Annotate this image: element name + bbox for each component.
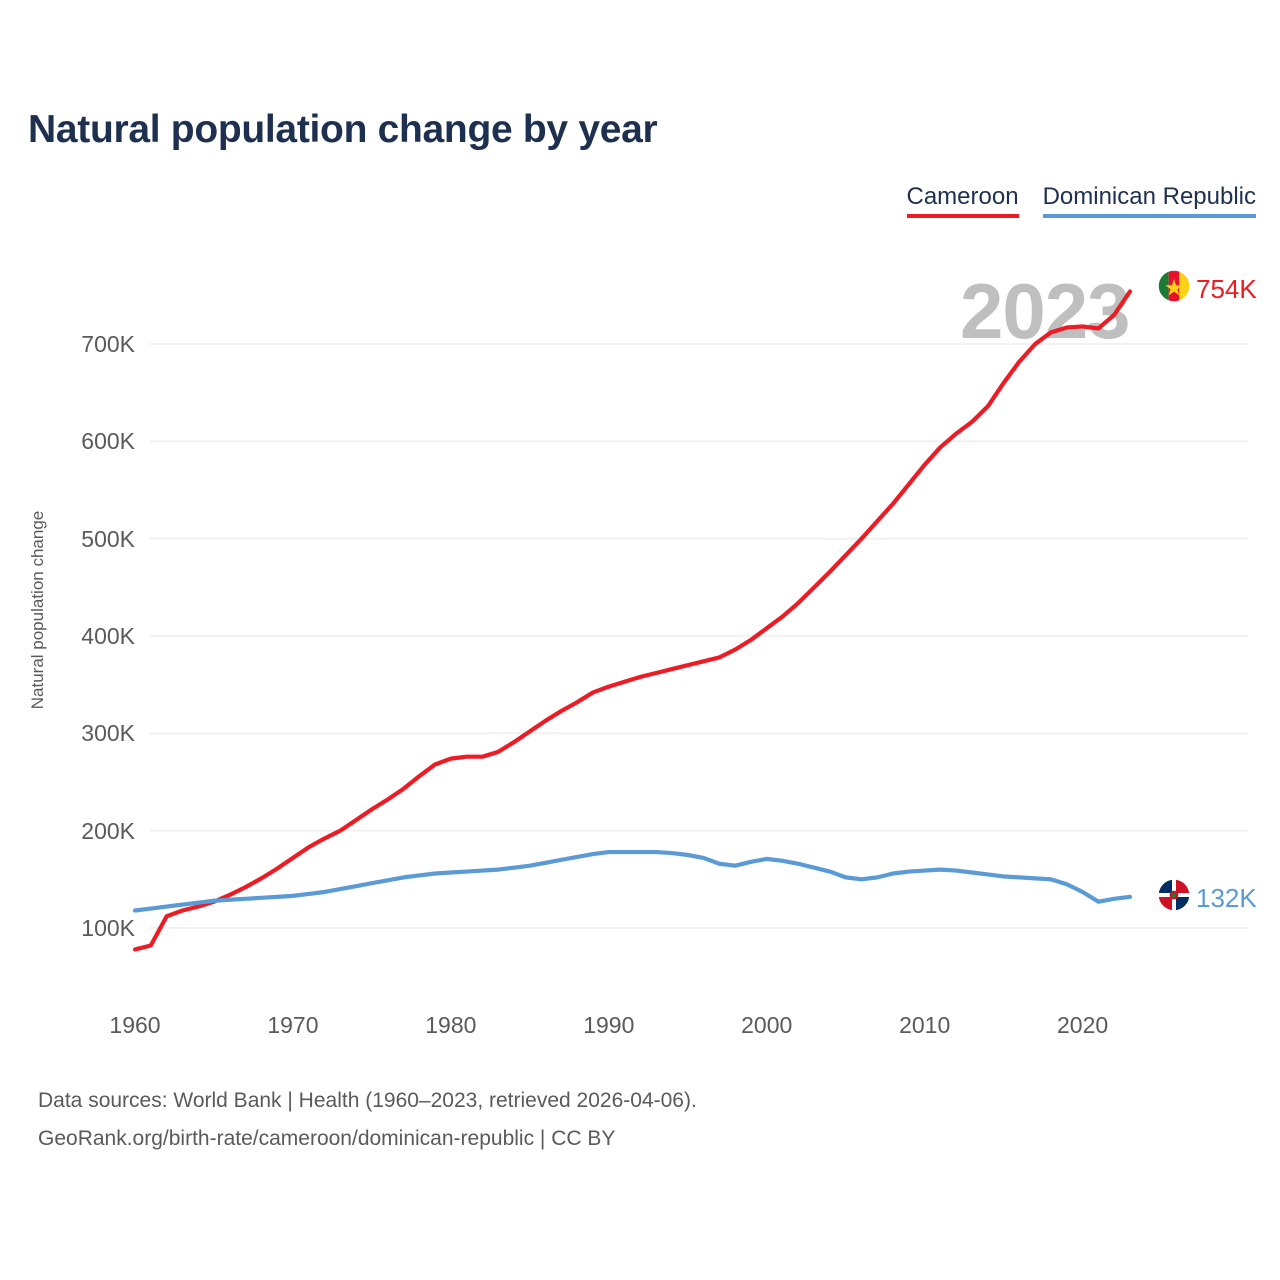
series-line-dominican-republic [132,849,1133,913]
x-tick-label: 1980 [425,1012,477,1038]
y-tick-label: 200K [81,817,135,844]
chart-legend: Cameroon Dominican Republic [906,183,1256,218]
x-tick-label: 2000 [741,1012,793,1038]
footer-attribution: Data sources: World Bank | Health (1960–… [38,1082,697,1158]
footer-line-2: GeoRank.org/birth-rate/cameroon/dominica… [38,1127,616,1150]
gridlines [150,343,1248,929]
legend-label-dominican-republic: Dominican Republic [1042,183,1256,210]
y-tick-label: 300K [81,720,135,747]
legend-label-cameroon: Cameroon [906,183,1019,210]
y-tick-label: 100K [81,915,135,941]
y-tick-label: 700K [81,331,135,357]
x-tick-label: 1970 [267,1012,319,1038]
legend-item-dominican-republic[interactable]: Dominican Republic [1042,183,1256,218]
y-tick-label: 600K [81,428,135,455]
x-tick-label: 2020 [1057,1012,1109,1038]
cameroon-flag-icon [1157,269,1191,303]
end-label-dominican-republic: 132K [1196,883,1257,913]
footer-line-1: Data sources: World Bank | Health (1960–… [38,1089,697,1112]
dominican-republic-flag-icon [1157,878,1191,912]
series-lines [132,289,1133,952]
x-tick-label: 1960 [109,1012,161,1038]
y-tick-label: 500K [81,525,135,552]
year-watermark: 2023 [960,267,1131,355]
y-tick-label: 400K [81,623,135,649]
end-label-cameroon: 754K [1196,274,1257,304]
legend-rule-dominican-republic [1042,214,1256,218]
legend-rule-cameroon [906,214,1019,218]
x-tick-label: 1990 [583,1012,635,1038]
x-tick-label: 2010 [899,1012,951,1038]
series-line-cameroon [132,289,1133,952]
page-title: Natural population change by year [28,108,658,151]
legend-item-cameroon[interactable]: Cameroon [906,183,1019,218]
